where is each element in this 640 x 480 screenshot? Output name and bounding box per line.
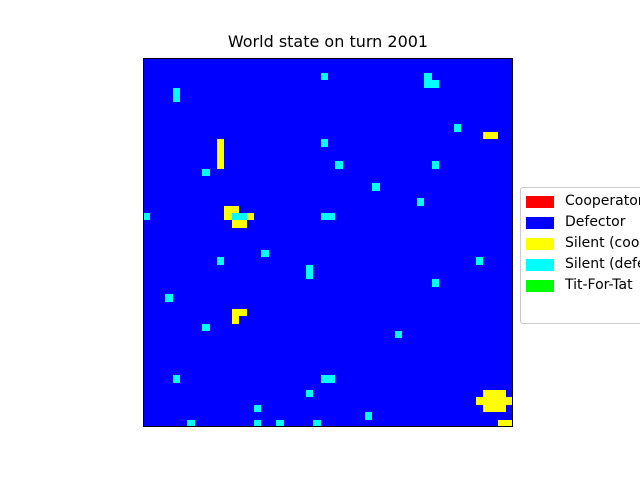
heatmap-cell-silent-defect — [173, 88, 180, 95]
heatmap-cell-silent-defect — [365, 412, 372, 420]
chart-title: World state on turn 2001 — [227, 32, 429, 51]
heatmap-cell-silent-defect — [424, 80, 432, 88]
heatmap-cell-silent-coop — [506, 397, 513, 405]
heatmap-cell-silent-coop — [217, 139, 224, 147]
heatmap-cell-silent-defect — [261, 250, 269, 257]
legend-label-tit-for-tat: Tit-For-Tat — [565, 277, 633, 293]
heatmap-cell-silent-defect — [306, 272, 313, 279]
heatmap-cell-silent-coop — [483, 405, 491, 412]
heatmap-cell-silent-coop — [506, 420, 513, 427]
heatmap-cell-silent-defect — [432, 279, 439, 287]
heatmap-cell-silent-coop — [498, 397, 506, 405]
legend-swatch-tit-for-tat — [526, 280, 554, 292]
heatmap-cell-silent-defect — [476, 257, 483, 265]
heatmap-cell-silent-coop — [498, 390, 506, 397]
heatmap-cell-silent-defect — [202, 169, 210, 176]
heatmap-cell-silent-coop — [491, 405, 498, 412]
legend-swatch-defector — [526, 217, 554, 229]
heatmap-cell-silent-coop — [232, 316, 239, 324]
heatmap-cell-silent-coop — [224, 213, 232, 220]
heatmap-cell-silent-coop — [239, 309, 247, 316]
heatmap-cell-silent-coop — [217, 161, 224, 169]
heatmap-cell-silent-defect — [432, 161, 439, 169]
heatmap-cell-silent-defect — [313, 420, 321, 427]
heatmap-cell-silent-defect — [321, 73, 328, 80]
heatmap-cell-silent-defect — [328, 213, 335, 220]
heatmap-cell-silent-coop — [498, 405, 506, 412]
legend-swatch-silent-coop — [526, 238, 554, 250]
heatmap-cell-silent-coop — [483, 132, 491, 139]
heatmap-cell-silent-coop — [491, 397, 498, 405]
heatmap-cell-silent-defect — [372, 183, 380, 191]
heatmap-cell-silent-defect — [306, 390, 313, 397]
legend-label-silent-coop: Silent (coop) — [565, 235, 640, 251]
legend: Cooperator Defector Silent (coop) Silent… — [520, 187, 640, 324]
heatmap-cell-silent-defect — [254, 420, 261, 427]
heatmap-cell-silent-defect — [217, 257, 224, 265]
legend-label-cooperator: Cooperator — [565, 193, 640, 209]
heatmap-cell-silent-coop — [476, 397, 483, 405]
heatmap-cell-silent-defect — [276, 420, 284, 427]
heatmap-cell-silent-defect — [321, 213, 328, 220]
heatmap-cell-silent-defect — [173, 95, 180, 102]
heatmap-cell-silent-coop — [232, 220, 239, 228]
heatmap-cell-silent-defect — [165, 294, 173, 302]
heatmap-cell-silent-defect — [335, 161, 343, 169]
heatmap-cell-silent-defect — [232, 213, 239, 220]
heatmap-cell-silent-coop — [491, 132, 498, 139]
heatmap-cell-silent-defect — [424, 73, 432, 80]
heatmap-cell-silent-defect — [173, 375, 180, 383]
heatmap-cell-silent-defect — [254, 405, 261, 412]
heatmap-cell-silent-defect — [432, 80, 439, 88]
heatmap-cell-silent-defect — [187, 420, 195, 427]
plot-frame — [143, 58, 513, 427]
heatmap-cell-silent-coop — [224, 206, 232, 213]
heatmap-cell-silent-coop — [247, 213, 254, 220]
heatmap-cell-silent-defect — [395, 331, 402, 338]
heatmap-cell-silent-coop — [498, 420, 506, 427]
legend-swatch-cooperator — [526, 196, 554, 208]
legend-swatch-silent-defect — [526, 259, 554, 271]
heatmap-cell-silent-defect — [143, 213, 150, 220]
heatmap-cell-silent-coop — [483, 390, 491, 397]
heatmap-cell-silent-coop — [217, 147, 224, 154]
plot-area — [143, 58, 513, 427]
heatmap-cell-silent-defect — [239, 213, 247, 220]
heatmap-cell-silent-coop — [217, 154, 224, 161]
heatmap-cell-silent-coop — [239, 220, 247, 228]
heatmap-cell-silent-defect — [202, 324, 210, 331]
heatmap-cell-silent-coop — [491, 390, 498, 397]
heatmap-cell-silent-defect — [306, 265, 313, 272]
heatmap-cell-silent-defect — [328, 375, 335, 383]
heatmap-cell-silent-coop — [483, 397, 491, 405]
heatmap-cell-silent-defect — [417, 198, 424, 206]
legend-label-defector: Defector — [565, 214, 626, 230]
heatmap-cell-silent-defect — [454, 124, 461, 132]
legend-label-silent-defect: Silent (defect) — [565, 256, 640, 272]
heatmap-cell-silent-defect — [321, 139, 328, 147]
heatmap-cell-silent-defect — [321, 375, 328, 383]
heatmap-cell-silent-coop — [232, 206, 239, 213]
heatmap-cell-silent-coop — [232, 309, 239, 316]
